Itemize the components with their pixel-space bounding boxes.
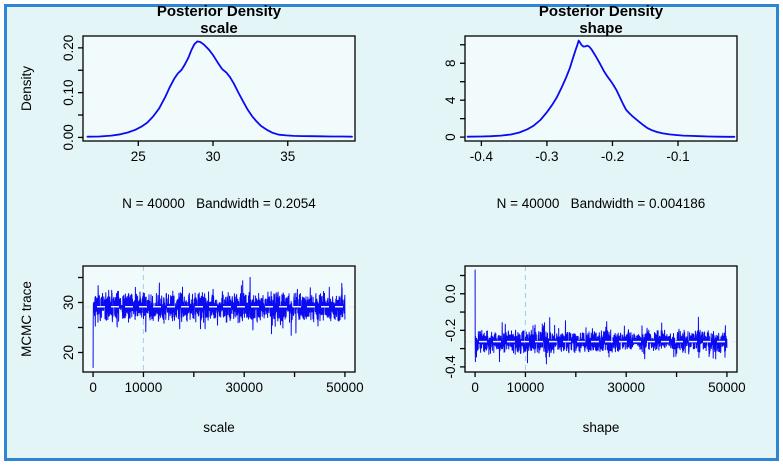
x-tick-label: 30: [206, 149, 221, 164]
x-tick-label: 30000: [607, 380, 645, 395]
density-curve: [86, 40, 353, 138]
chart-title: Posterior Density: [539, 3, 664, 20]
posterior-density-scale-chart: 25 30 35 0.00 0.10 0.20 Posterior Densityscale…: [19, 3, 356, 211]
y-tick-label: -0.4: [443, 355, 458, 379]
x-tick-label: 35: [280, 149, 295, 164]
plot-panel: [465, 36, 737, 141]
x-tick-label: -0.2: [601, 149, 624, 164]
plot-panel: [83, 36, 355, 141]
y-tick-label: 0.20: [61, 35, 76, 61]
mcmc-trace-line: [92, 276, 346, 368]
x-tick-label: 0: [471, 380, 479, 395]
chart-footer: N = 40000 Bandwidth = 0.004186: [497, 196, 706, 211]
y-tick-label: 0.00: [61, 124, 76, 150]
x-tick-label: 25: [131, 149, 146, 164]
x-tick-label: 30000: [225, 380, 263, 395]
y-tick-label: -0.2: [443, 319, 458, 342]
x-tick-label: -0.3: [535, 149, 558, 164]
y-tick-label: 20: [61, 345, 76, 360]
posterior-density-shape-chart: -0.4 -0.3 -0.2 -0.1 0 4 8 Posterior Densityshap…: [443, 3, 738, 211]
plot-box: [464, 35, 738, 142]
y-tick-label: 0.0: [443, 284, 458, 303]
y-tick-label: 0: [443, 133, 458, 141]
x-tick-label: -0.4: [470, 149, 494, 164]
mcmc-trace-scale-chart: 0 10000 30000 50000 20 30 scale MCMC trace: [19, 265, 364, 435]
y-axis-label: MCMC trace: [19, 281, 34, 357]
plot-box: [464, 265, 738, 373]
y-tick-label: 30: [61, 295, 76, 310]
chart-title: Posterior Density: [157, 3, 282, 20]
mcmc-trace-line: [474, 269, 728, 365]
x-tick-label: 50000: [708, 380, 746, 395]
chart-footer: N = 40000 Bandwidth = 0.2054: [122, 196, 316, 211]
chart-subtitle: scale: [200, 20, 238, 37]
plot-box: [82, 265, 356, 373]
chart-subtitle: shape: [579, 20, 622, 37]
x-axis-label: shape: [583, 420, 620, 435]
y-tick-label: 0.10: [61, 80, 76, 106]
plot-panel: [465, 266, 737, 372]
plot-box: [82, 35, 356, 142]
y-axis-label: Density: [19, 66, 34, 111]
y-tick-label: 4: [443, 96, 458, 104]
x-axis-label: scale: [203, 420, 235, 435]
density-curve: [466, 39, 736, 138]
x-tick-label: 0: [89, 380, 97, 395]
mcmc-trace-shape-chart: 0 10000 30000 50000 0.0 -0.2 -0.4 shape: [443, 265, 746, 435]
x-tick-label: 10000: [125, 380, 163, 395]
y-tick-label: 8: [443, 59, 458, 67]
x-tick-label: -0.1: [666, 149, 689, 164]
x-tick-label: 50000: [326, 380, 364, 395]
x-tick-label: 10000: [507, 380, 545, 395]
